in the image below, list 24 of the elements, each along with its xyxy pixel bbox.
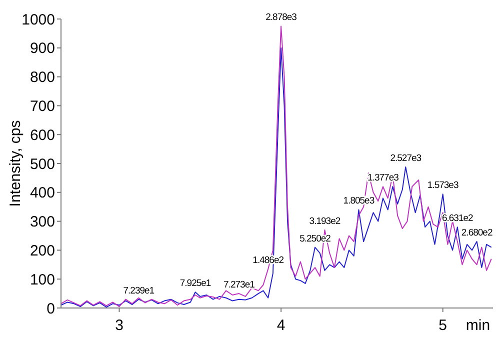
annotation: 1.573e3 [427,180,458,192]
annotation: 2.680e2 [461,228,492,239]
x-tick-label: 3 [115,317,124,334]
y-tick-label: 800 [30,69,55,86]
y-tick-label: 400 [30,184,55,202]
y-axis-title: Intensity, cps [7,120,24,207]
y-tick-label: 500 [30,156,55,173]
y-tick-label: 0 [46,300,55,318]
y-tick-label: 900 [30,40,55,58]
annotation: 7.273e1 [224,280,255,291]
annotation: 2.527e3 [390,152,422,164]
x-tick-label: 5 [438,317,448,334]
y-tick-label: 300 [30,214,55,231]
y-tick-label: 200 [30,242,55,260]
y-tick-label: 600 [30,126,55,144]
y-tick-label: 1000 [22,11,55,28]
x-axis-title: min [466,317,490,334]
annotation: 7.925e1 [180,278,211,290]
y-tick-label: 700 [30,98,55,115]
y-tick-label: 100 [30,271,55,288]
x-tick-label: 4 [276,317,286,334]
annotation: 7.239e1 [123,285,154,296]
annotation: 3.193e2 [309,216,340,227]
annotation: 2.878e3 [266,12,297,24]
